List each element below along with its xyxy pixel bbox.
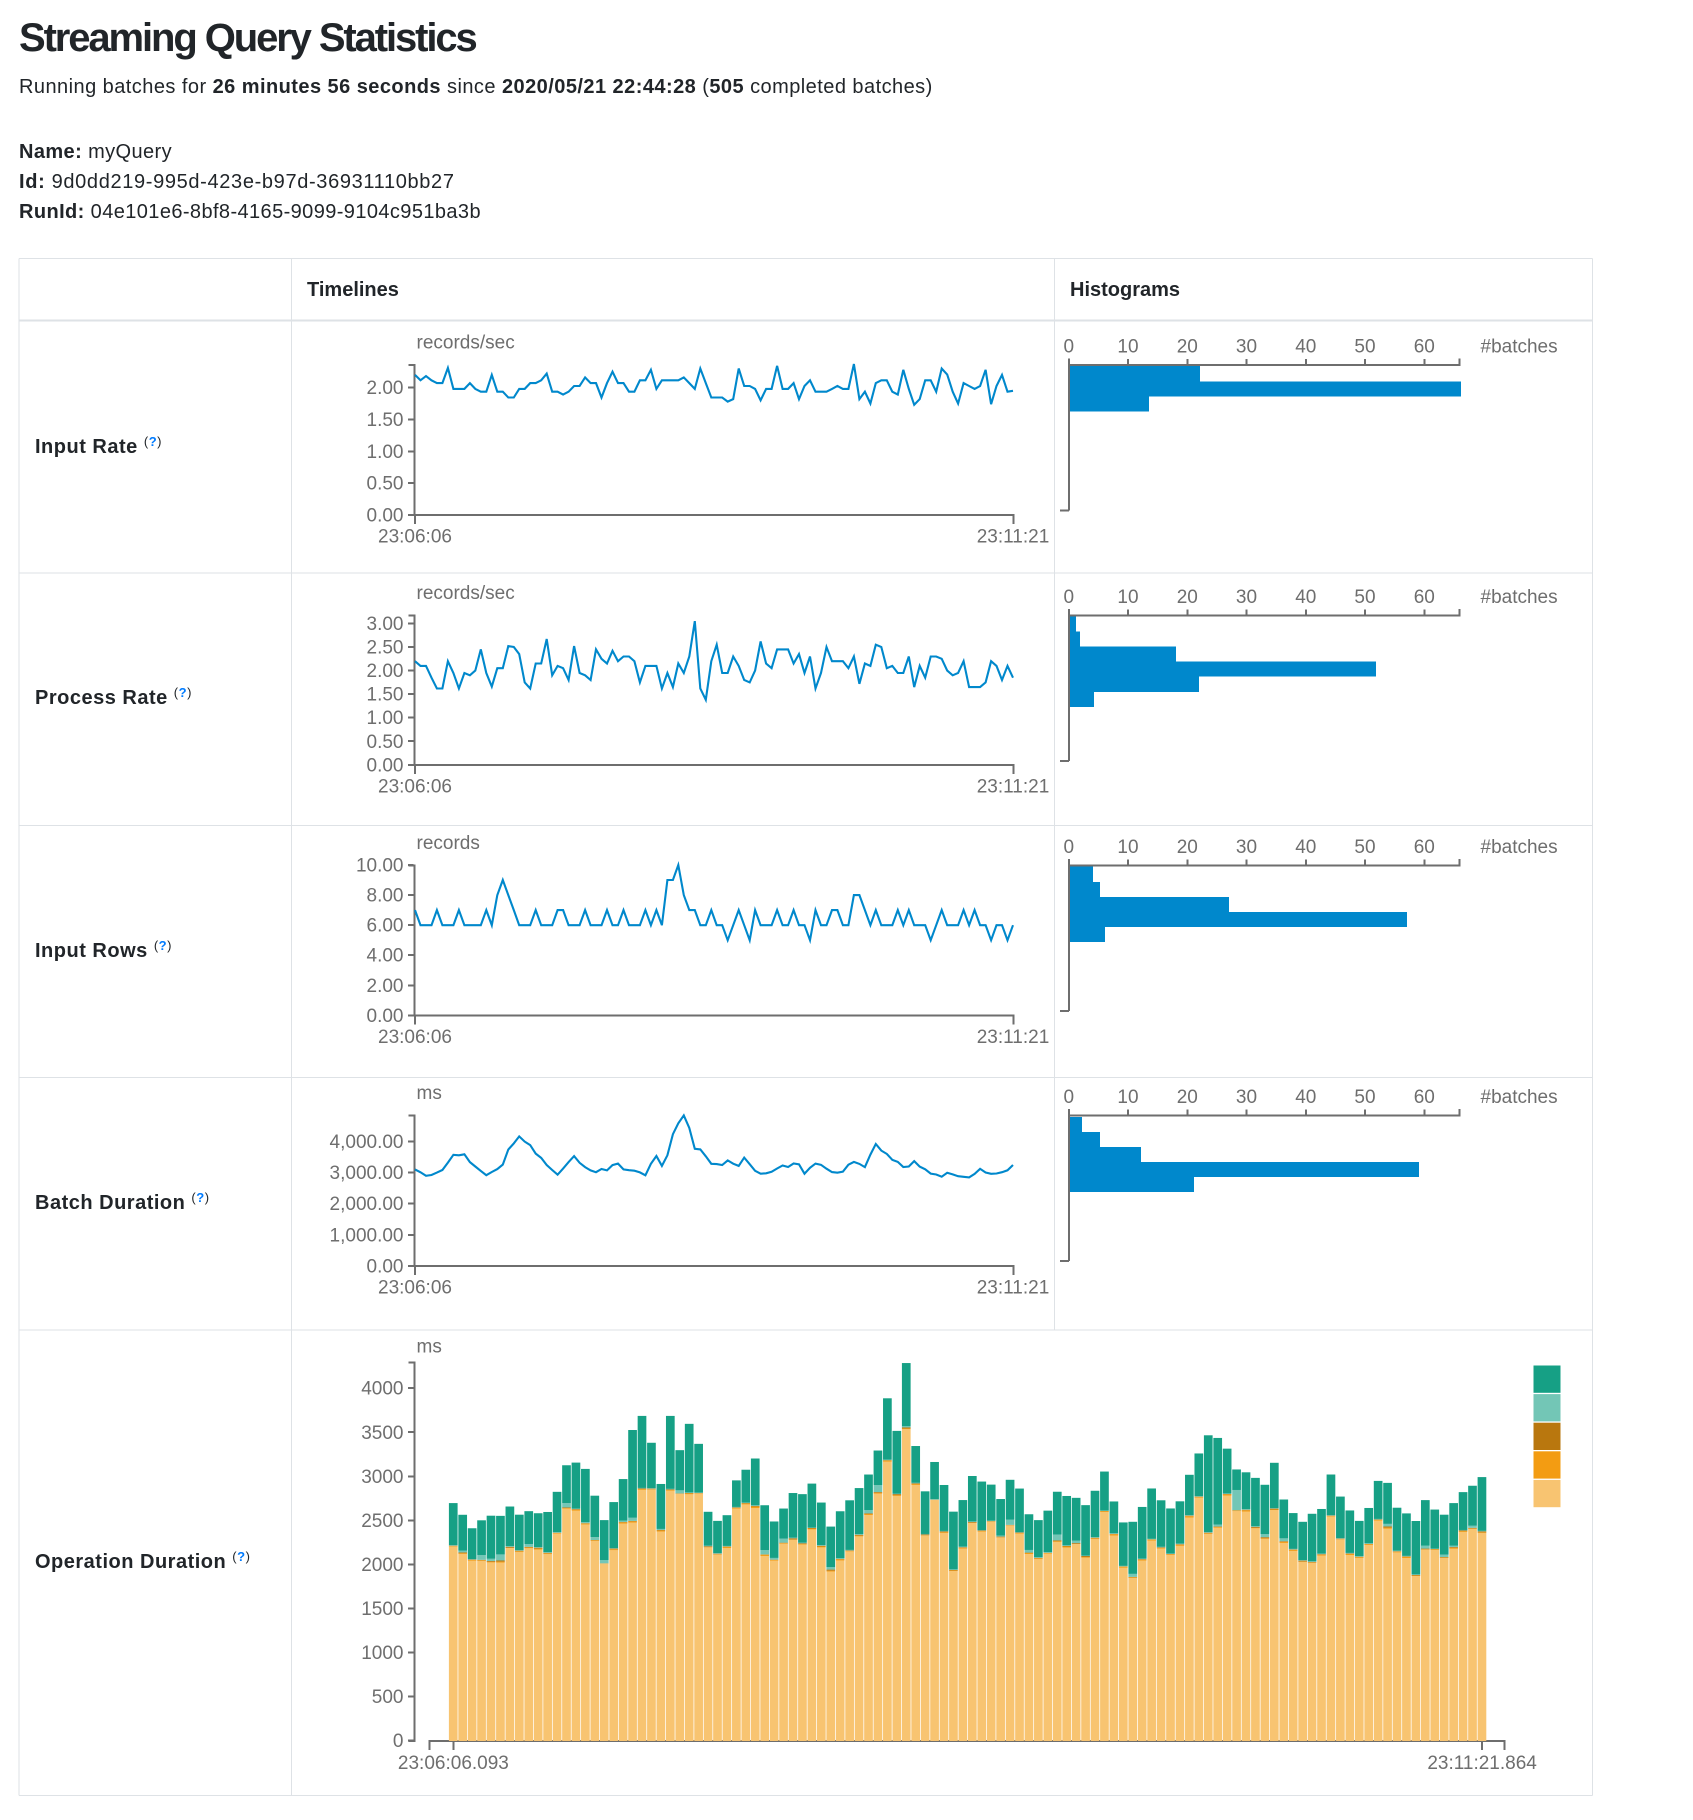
svg-text:23:06:06: 23:06:06 [378, 1278, 452, 1299]
svg-text:6.00: 6.00 [367, 916, 404, 937]
svg-text:10: 10 [1117, 337, 1138, 358]
svg-text:23:06:06: 23:06:06 [378, 527, 452, 548]
svg-text:4,000.00: 4,000.00 [330, 1132, 404, 1153]
svg-text:records/sec: records/sec [417, 333, 515, 354]
svg-text:1.50: 1.50 [367, 410, 404, 431]
svg-text:#batches: #batches [1481, 337, 1558, 358]
svg-text:23:11:21.864: 23:11:21.864 [1427, 1753, 1537, 1774]
svg-text:20: 20 [1177, 1087, 1198, 1108]
svg-text:0.50: 0.50 [367, 732, 404, 753]
svg-text:3000: 3000 [361, 1467, 403, 1488]
svg-text:500: 500 [372, 1687, 404, 1708]
svg-text:2.50: 2.50 [367, 638, 404, 659]
svg-text:2000: 2000 [361, 1555, 403, 1576]
svg-text:ms: ms [417, 1337, 442, 1358]
svg-text:0: 0 [1064, 837, 1075, 858]
svg-text:10: 10 [1117, 837, 1138, 858]
svg-text:2500: 2500 [361, 1511, 403, 1532]
svg-text:4.00: 4.00 [367, 946, 404, 967]
svg-text:1,000.00: 1,000.00 [330, 1225, 404, 1246]
svg-text:#batches: #batches [1481, 587, 1558, 608]
svg-text:4000: 4000 [361, 1379, 403, 1400]
svg-text:2.00: 2.00 [367, 976, 404, 997]
svg-text:50: 50 [1354, 587, 1375, 608]
svg-text:23:11:21: 23:11:21 [977, 776, 1050, 797]
svg-text:2.00: 2.00 [367, 378, 404, 399]
svg-text:23:11:21: 23:11:21 [977, 527, 1050, 548]
svg-text:3,000.00: 3,000.00 [330, 1163, 404, 1184]
svg-text:0: 0 [1064, 587, 1075, 608]
svg-text:23:11:21: 23:11:21 [977, 1027, 1050, 1048]
svg-text:10.00: 10.00 [356, 856, 404, 877]
svg-text:23:06:06: 23:06:06 [378, 1027, 452, 1048]
svg-text:3.00: 3.00 [367, 614, 404, 635]
svg-text:1.00: 1.00 [367, 708, 404, 729]
svg-text:60: 60 [1414, 1087, 1435, 1108]
svg-text:0: 0 [1064, 337, 1075, 358]
svg-text:23:06:06.093: 23:06:06.093 [398, 1753, 509, 1774]
svg-text:40: 40 [1295, 1087, 1316, 1108]
svg-text:40: 40 [1295, 337, 1316, 358]
svg-text:40: 40 [1295, 837, 1316, 858]
svg-text:40: 40 [1295, 587, 1316, 608]
svg-text:1500: 1500 [361, 1599, 403, 1620]
svg-text:0.50: 0.50 [367, 474, 404, 495]
svg-text:1000: 1000 [361, 1643, 403, 1664]
svg-text:0: 0 [393, 1731, 404, 1752]
svg-text:60: 60 [1414, 587, 1435, 608]
svg-text:50: 50 [1354, 337, 1375, 358]
svg-text:records/sec: records/sec [417, 583, 515, 604]
svg-text:3500: 3500 [361, 1423, 403, 1444]
svg-text:30: 30 [1236, 1087, 1257, 1108]
svg-text:23:11:21: 23:11:21 [977, 1278, 1050, 1299]
svg-text:20: 20 [1177, 337, 1198, 358]
svg-text:23:06:06: 23:06:06 [378, 776, 452, 797]
svg-text:30: 30 [1236, 587, 1257, 608]
svg-text:20: 20 [1177, 837, 1198, 858]
svg-text:10: 10 [1117, 1087, 1138, 1108]
svg-text:60: 60 [1414, 337, 1435, 358]
svg-text:2.00: 2.00 [367, 661, 404, 682]
svg-text:0.00: 0.00 [367, 1257, 404, 1278]
svg-text:50: 50 [1354, 1087, 1375, 1108]
svg-text:1.00: 1.00 [367, 442, 404, 463]
svg-text:0.00: 0.00 [367, 506, 404, 527]
svg-text:20: 20 [1177, 587, 1198, 608]
svg-text:8.00: 8.00 [367, 886, 404, 907]
svg-text:#batches: #batches [1481, 1087, 1558, 1108]
svg-text:0.00: 0.00 [367, 755, 404, 776]
svg-text:records: records [417, 833, 480, 854]
svg-text:60: 60 [1414, 837, 1435, 858]
svg-text:50: 50 [1354, 837, 1375, 858]
svg-text:0: 0 [1064, 1087, 1075, 1108]
svg-text:10: 10 [1117, 587, 1138, 608]
svg-text:ms: ms [417, 1083, 442, 1104]
svg-text:1.50: 1.50 [367, 685, 404, 706]
svg-text:0.00: 0.00 [367, 1006, 404, 1027]
svg-text:2,000.00: 2,000.00 [330, 1194, 404, 1215]
svg-text:30: 30 [1236, 337, 1257, 358]
svg-text:30: 30 [1236, 837, 1257, 858]
svg-text:#batches: #batches [1481, 837, 1558, 858]
